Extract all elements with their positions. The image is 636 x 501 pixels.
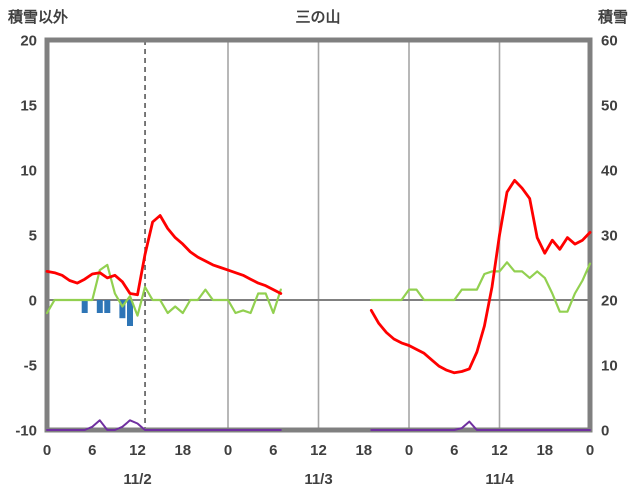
line-temperature-red	[45, 214, 283, 297]
right-axis-tick-label: 10	[601, 358, 618, 375]
bar-precipitation	[81, 300, 88, 313]
x-axis-date-label: 11/4	[485, 471, 514, 488]
bar-precipitation	[104, 300, 111, 313]
x-axis-date-label: 11/2	[123, 471, 151, 488]
x-axis-tick-label: 6	[88, 442, 96, 459]
left-axis-tick-label: -10	[15, 423, 37, 440]
bar-precipitation	[119, 300, 126, 319]
left-axis-tick-label: 20	[20, 33, 37, 50]
left-axis-tick-label: 10	[20, 163, 37, 180]
x-axis-tick-label: 0	[405, 442, 413, 459]
right-axis-tick-label: 60	[601, 33, 618, 50]
x-axis-tick-label: 6	[450, 442, 458, 459]
left-axis-tick-label: 15	[20, 98, 37, 115]
right-axis-tick-label: 50	[601, 98, 618, 115]
right-axis-title: 積雪	[597, 9, 628, 26]
left-axis-tick-label: 0	[29, 293, 37, 310]
x-axis-tick-label: 12	[491, 442, 508, 459]
right-axis-tick-label: 30	[601, 228, 618, 245]
x-axis-tick-label: 0	[43, 442, 51, 459]
x-axis-tick-label: 12	[129, 442, 146, 459]
bar-precipitation	[96, 300, 103, 313]
right-axis-tick-label: 40	[601, 163, 618, 180]
x-axis-tick-label: 18	[355, 442, 372, 459]
x-axis-tick-label: 12	[310, 442, 327, 459]
bar-precipitation	[127, 300, 133, 326]
x-axis-tick-label: 0	[586, 442, 594, 459]
line-purple-series	[370, 420, 591, 431]
right-axis-tick-label: 20	[601, 293, 618, 310]
left-axis-tick-label: 5	[29, 228, 37, 245]
line-green-series	[370, 261, 592, 313]
chart-title: 三の山	[295, 9, 341, 26]
left-axis-tick-label: -5	[24, 358, 37, 375]
x-axis-tick-label: 18	[174, 442, 191, 459]
x-axis-tick-label: 0	[224, 442, 232, 459]
line-purple-series	[46, 419, 282, 431]
left-axis-title: 積雪以外	[8, 9, 69, 26]
line-green-series	[45, 263, 282, 317]
right-axis-tick-label: 0	[601, 423, 609, 440]
x-axis-tick-label: 18	[536, 442, 553, 459]
x-axis-tick-label: 6	[269, 442, 277, 459]
line-temperature-red	[369, 178, 592, 375]
x-axis-date-label: 11/3	[304, 471, 332, 488]
